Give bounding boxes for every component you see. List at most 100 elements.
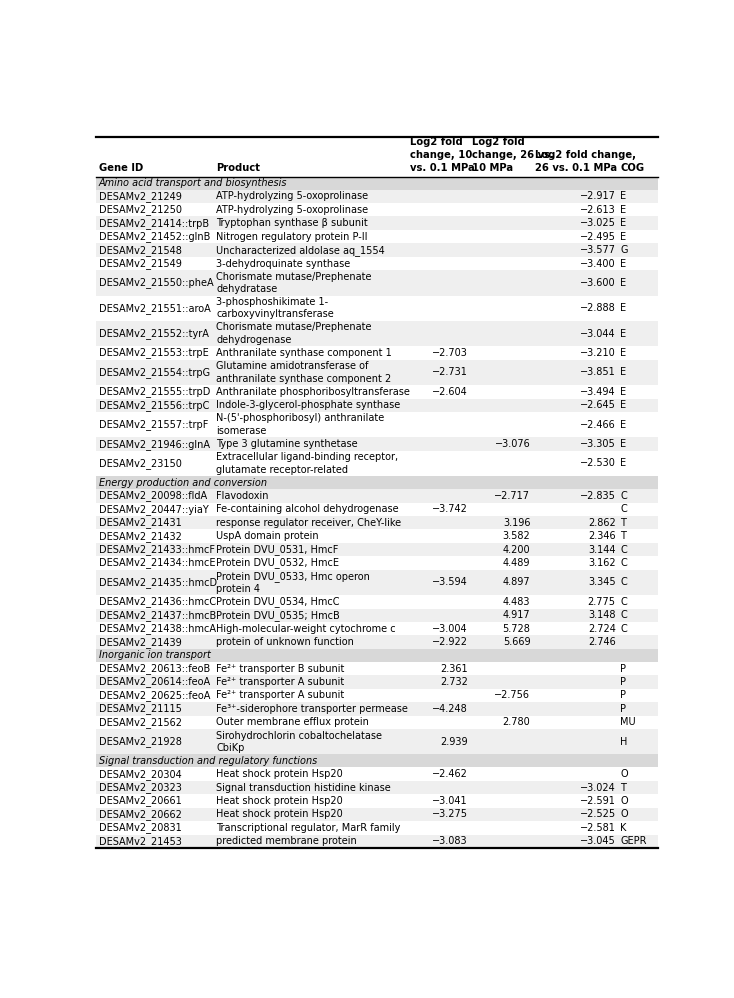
Text: UspA domain protein: UspA domain protein bbox=[217, 531, 319, 541]
Text: C: C bbox=[620, 611, 627, 621]
Text: E: E bbox=[620, 277, 626, 287]
Text: −3.594: −3.594 bbox=[432, 578, 468, 588]
Text: N-(5'-phosphoribosyl) anthranilate
isomerase: N-(5'-phosphoribosyl) anthranilate isome… bbox=[217, 413, 385, 436]
Text: Chorismate mutase/Prephenate
dehydrogenase: Chorismate mutase/Prephenate dehydrogena… bbox=[217, 322, 372, 345]
Text: −2.917: −2.917 bbox=[580, 192, 616, 202]
Text: H: H bbox=[620, 737, 628, 747]
Text: GEPR: GEPR bbox=[620, 836, 647, 846]
Bar bbox=[96, 570, 658, 595]
Text: Flavodoxin: Flavodoxin bbox=[217, 491, 269, 501]
Text: DESAMv2_21550::pheA: DESAMv2_21550::pheA bbox=[98, 277, 213, 288]
Text: DESAMv2_21436::hmcC: DESAMv2_21436::hmcC bbox=[98, 597, 216, 608]
Text: T: T bbox=[620, 531, 626, 541]
Text: Signal transduction histidine kinase: Signal transduction histidine kinase bbox=[217, 782, 391, 792]
Text: 2.780: 2.780 bbox=[503, 718, 531, 728]
Text: −3.045: −3.045 bbox=[580, 836, 616, 846]
Text: E: E bbox=[620, 387, 626, 397]
Text: −2.645: −2.645 bbox=[580, 400, 616, 410]
Text: DESAMv2_21432: DESAMv2_21432 bbox=[98, 531, 181, 542]
Bar bbox=[96, 451, 658, 476]
Text: −3.004: −3.004 bbox=[432, 624, 468, 634]
Text: DESAMv2_21452::glnB: DESAMv2_21452::glnB bbox=[98, 232, 210, 243]
Text: E: E bbox=[620, 400, 626, 410]
Text: COG: COG bbox=[620, 163, 644, 173]
Text: C: C bbox=[620, 597, 627, 607]
Bar bbox=[96, 649, 658, 662]
Text: DESAMv2_20323: DESAMv2_20323 bbox=[98, 782, 181, 793]
Text: 3.196: 3.196 bbox=[503, 518, 531, 528]
Text: 4.200: 4.200 bbox=[503, 545, 531, 555]
Text: E: E bbox=[620, 205, 626, 215]
Text: Fe²⁺ transporter A subunit: Fe²⁺ transporter A subunit bbox=[217, 691, 344, 701]
Text: 4.897: 4.897 bbox=[503, 578, 531, 588]
Text: DESAMv2_20304: DESAMv2_20304 bbox=[98, 768, 181, 779]
Text: DESAMv2_21548: DESAMv2_21548 bbox=[98, 245, 181, 255]
Bar bbox=[96, 595, 658, 609]
Text: −3.044: −3.044 bbox=[580, 328, 616, 338]
Text: Protein DVU_0534, HmcC: Protein DVU_0534, HmcC bbox=[217, 597, 340, 608]
Text: DESAMv2_21453: DESAMv2_21453 bbox=[98, 836, 181, 846]
Text: E: E bbox=[620, 258, 626, 268]
Text: 3.144: 3.144 bbox=[588, 545, 616, 555]
Bar bbox=[96, 295, 658, 321]
Text: 3.162: 3.162 bbox=[588, 558, 616, 568]
Bar bbox=[96, 412, 658, 437]
Text: P: P bbox=[620, 704, 626, 714]
Text: DESAMv2_21554::trpG: DESAMv2_21554::trpG bbox=[98, 367, 210, 378]
Bar bbox=[96, 398, 658, 412]
Bar bbox=[96, 385, 658, 398]
Text: −2.581: −2.581 bbox=[580, 823, 616, 833]
Bar bbox=[96, 137, 658, 177]
Bar bbox=[96, 676, 658, 689]
Text: −2.835: −2.835 bbox=[580, 491, 616, 501]
Text: 2.862: 2.862 bbox=[588, 518, 616, 528]
Text: −2.495: −2.495 bbox=[580, 232, 616, 242]
Text: Glutamine amidotransferase of
anthranilate synthase component 2: Glutamine amidotransferase of anthranila… bbox=[217, 361, 391, 383]
Text: DESAMv2_21928: DESAMv2_21928 bbox=[98, 737, 181, 748]
Text: DESAMv2_21549: DESAMv2_21549 bbox=[98, 258, 181, 268]
Text: C: C bbox=[620, 491, 627, 501]
Text: DESAMv2_21437::hmcB: DESAMv2_21437::hmcB bbox=[98, 610, 216, 621]
Text: P: P bbox=[620, 677, 626, 687]
Text: Type 3 glutamine synthetase: Type 3 glutamine synthetase bbox=[217, 439, 358, 449]
Text: DESAMv2_20447::yiaY: DESAMv2_20447::yiaY bbox=[98, 504, 208, 515]
Text: Protein DVU_0533, Hmc operon
protein 4: Protein DVU_0533, Hmc operon protein 4 bbox=[217, 571, 370, 594]
Text: response regulator receiver, CheY-like: response regulator receiver, CheY-like bbox=[217, 518, 401, 528]
Text: 2.775: 2.775 bbox=[588, 597, 616, 607]
Text: Inorganic ion transport: Inorganic ion transport bbox=[98, 651, 211, 661]
Bar bbox=[96, 716, 658, 730]
Bar bbox=[96, 359, 658, 385]
Bar bbox=[96, 609, 658, 622]
Text: Anthranilate synthase component 1: Anthranilate synthase component 1 bbox=[217, 348, 392, 358]
Text: C: C bbox=[620, 578, 627, 588]
Bar bbox=[96, 529, 658, 543]
Text: DESAMv2_21434::hmcE: DESAMv2_21434::hmcE bbox=[98, 558, 215, 569]
Text: DESAMv2_21556::trpC: DESAMv2_21556::trpC bbox=[98, 400, 209, 411]
Text: −3.041: −3.041 bbox=[432, 796, 468, 806]
Bar bbox=[96, 556, 658, 570]
Text: E: E bbox=[620, 420, 626, 430]
Text: 5.728: 5.728 bbox=[503, 624, 531, 634]
Bar bbox=[96, 834, 658, 848]
Text: DESAMv2_20625::feoA: DESAMv2_20625::feoA bbox=[98, 690, 210, 701]
Text: E: E bbox=[620, 458, 626, 468]
Bar bbox=[96, 256, 658, 270]
Bar bbox=[96, 489, 658, 503]
Bar bbox=[96, 821, 658, 834]
Bar bbox=[96, 794, 658, 807]
Text: T: T bbox=[620, 518, 626, 528]
Bar bbox=[96, 177, 658, 190]
Text: −3.083: −3.083 bbox=[432, 836, 468, 846]
Bar bbox=[96, 217, 658, 230]
Text: DESAMv2_20614::feoA: DESAMv2_20614::feoA bbox=[98, 677, 210, 688]
Text: E: E bbox=[620, 219, 626, 229]
Bar bbox=[96, 437, 658, 451]
Text: −3.305: −3.305 bbox=[580, 439, 616, 449]
Text: DESAMv2_20098::fldA: DESAMv2_20098::fldA bbox=[98, 490, 207, 501]
Text: High-molecular-weight cytochrome c: High-molecular-weight cytochrome c bbox=[217, 624, 396, 634]
Text: Protein DVU_0535; HmcB: Protein DVU_0535; HmcB bbox=[217, 610, 340, 621]
Text: E: E bbox=[620, 192, 626, 202]
Text: protein of unknown function: protein of unknown function bbox=[217, 637, 355, 647]
Text: E: E bbox=[620, 232, 626, 242]
Text: Amino acid transport and biosynthesis: Amino acid transport and biosynthesis bbox=[98, 178, 287, 188]
